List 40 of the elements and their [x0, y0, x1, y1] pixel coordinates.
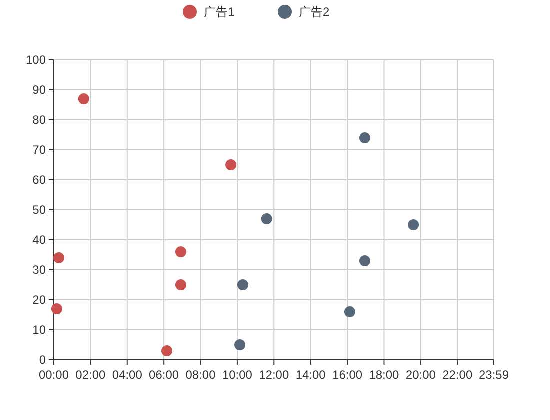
y-tick-label: 80: [32, 113, 46, 127]
point: [78, 94, 90, 104]
x-tick-label: 14:00: [296, 368, 326, 382]
x-tick-label: 04:00: [112, 368, 143, 382]
x-tick-label: 20:00: [406, 368, 436, 382]
point: [408, 220, 420, 230]
x-tick-label: 22:00: [442, 368, 473, 382]
x-tick-label: 12:00: [259, 368, 290, 382]
x-tick-label: 18:00: [369, 368, 400, 382]
legend-label: 广告2: [299, 5, 330, 19]
point: [162, 346, 173, 356]
y-tick-label: 10: [32, 323, 46, 337]
y-tick-label: 90: [32, 83, 46, 97]
point: [344, 306, 356, 318]
y-tick-label: 100: [26, 53, 46, 67]
x-tick-label: 23:59: [478, 368, 510, 382]
point: [359, 256, 370, 266]
point: [359, 132, 370, 144]
x-tick-label: 02:00: [76, 368, 106, 382]
point: [261, 214, 272, 224]
point: [175, 280, 186, 290]
point: [51, 304, 62, 314]
point: [175, 246, 186, 258]
y-tick-label: 30: [32, 263, 46, 277]
point: [237, 280, 248, 290]
y-tick-label: 20: [32, 293, 46, 307]
y-tick-label: 40: [32, 233, 46, 247]
point: [234, 340, 246, 350]
y-tick-label: 50: [32, 203, 46, 217]
y-tick-label: 60: [32, 173, 46, 187]
legend-label: 广告1: [204, 5, 235, 19]
x-tick-label: 10:00: [222, 368, 253, 382]
y-tick-label: 0: [39, 353, 46, 367]
x-tick-label: 16:00: [332, 368, 363, 382]
point: [53, 252, 64, 264]
x-tick-label: 00:00: [38, 368, 70, 382]
point: [226, 160, 237, 170]
x-tick-label: 06:00: [149, 368, 180, 382]
x-tick-label: 08:00: [186, 368, 216, 382]
y-tick-label: 70: [32, 143, 46, 157]
